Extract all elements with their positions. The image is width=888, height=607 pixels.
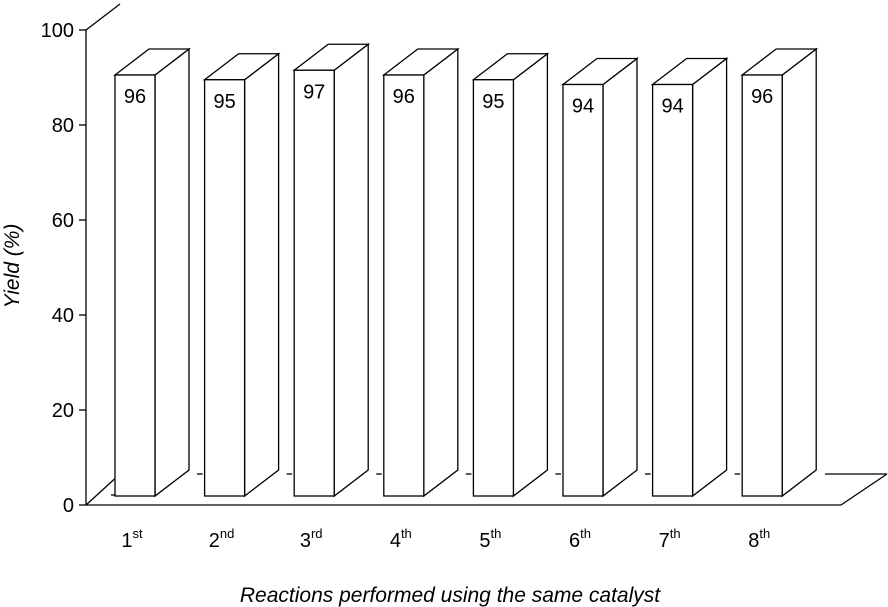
- bar-side-face: [154, 47, 190, 498]
- bar-front-face: [651, 83, 694, 497]
- y-tick-label: 40: [52, 305, 74, 327]
- bar-front-face: [203, 79, 246, 497]
- bar-data-label: 96: [393, 86, 415, 108]
- y-tick-label: 60: [52, 210, 74, 232]
- x-category-label: 8th: [748, 526, 770, 552]
- x-category-labels: 1st 2nd 3rd 4th 5th 6th 7th 8th: [121, 526, 770, 552]
- back-wall-edge: [85, 3, 121, 31]
- bar-data-label: 97: [303, 81, 325, 103]
- y-tick-label: 0: [63, 495, 74, 517]
- bar-side-face: [333, 42, 369, 498]
- bar-side-face: [602, 57, 638, 498]
- bar-data-label: 94: [572, 96, 594, 118]
- bar-front-face: [562, 83, 604, 497]
- y-tick-label: 100: [41, 20, 74, 42]
- bar-data-label: 94: [661, 96, 683, 118]
- bar: 96: [381, 47, 460, 498]
- bar: 94: [561, 57, 639, 498]
- x-category-label: 1st: [121, 526, 143, 552]
- y-tick-label: 20: [52, 400, 74, 422]
- bar-side-face: [781, 47, 817, 498]
- floor-left-edge: [85, 473, 121, 506]
- bar-side-face: [691, 57, 728, 498]
- bar-data-label: 95: [482, 91, 504, 113]
- x-category-label: 4th: [390, 526, 412, 552]
- bar-side-face: [423, 47, 459, 498]
- chart-floor: [85, 473, 888, 506]
- bar: 96: [740, 47, 819, 498]
- bar-data-label: 95: [213, 91, 235, 113]
- x-axis-title: Reactions performed using the same catal…: [240, 584, 661, 607]
- bar-data-label: 96: [751, 86, 773, 108]
- chart-bars: 96 95 97 96 95 94 94 96: [113, 42, 819, 498]
- y-axis-title: Yield (%): [1, 224, 24, 309]
- bar-data-label: 96: [124, 86, 146, 108]
- x-category-label: 7th: [659, 526, 681, 552]
- bar: 95: [202, 52, 281, 498]
- bar: 95: [471, 52, 550, 498]
- floor-right-edge: [840, 473, 888, 506]
- bar-front-face: [114, 74, 156, 497]
- bar-front-face: [472, 79, 515, 497]
- bar-side-face: [512, 52, 549, 498]
- bar: 97: [292, 42, 371, 498]
- bar-front-face: [383, 74, 425, 497]
- y-tick-label: 80: [52, 115, 74, 137]
- chart-axes: [79, 3, 121, 506]
- bar-front-face: [741, 74, 783, 497]
- x-category-label: 2nd: [209, 526, 235, 552]
- bar: 96: [113, 47, 191, 498]
- x-category-label: 5th: [479, 526, 501, 552]
- bar: 94: [650, 57, 729, 498]
- x-category-label: 6th: [569, 526, 591, 552]
- bar-front-face: [293, 69, 335, 497]
- bar-side-face: [243, 52, 280, 498]
- y-tick-labels: 0 20 40 60 80 100: [41, 20, 74, 517]
- x-category-label: 3rd: [300, 526, 323, 552]
